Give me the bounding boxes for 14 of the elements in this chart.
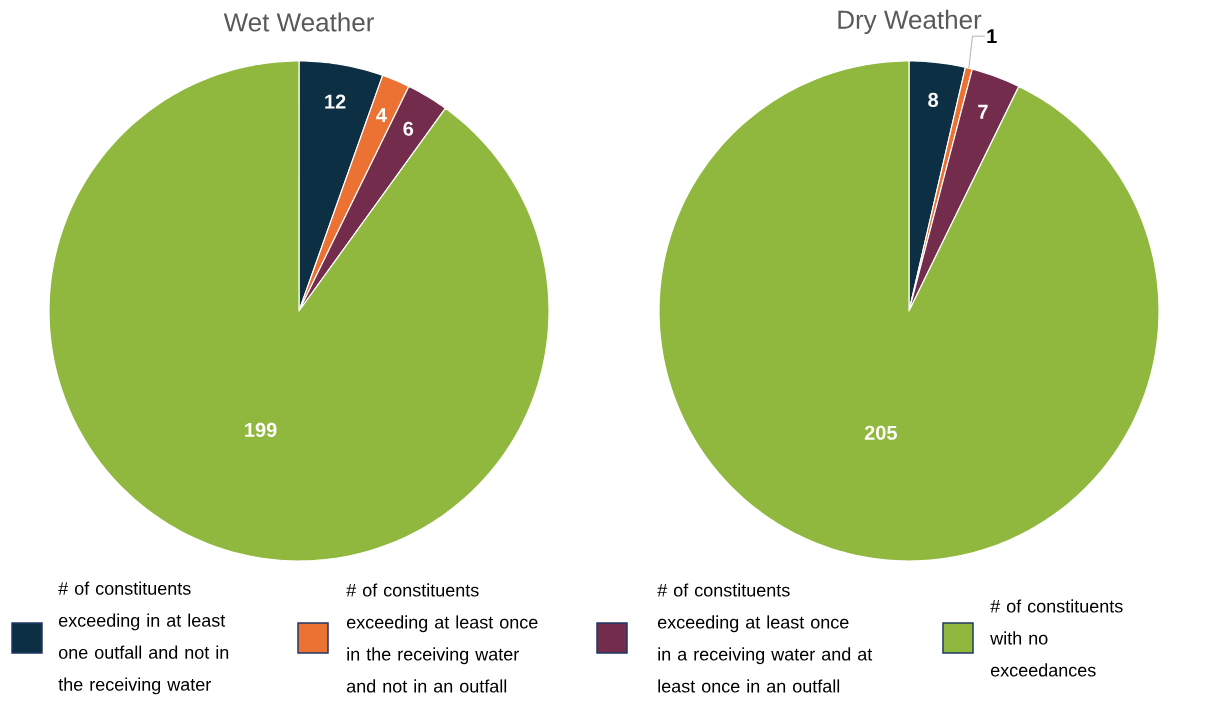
data-label: 7 bbox=[978, 104, 988, 119]
data-label: 6 bbox=[403, 121, 414, 136]
data-label: 205 bbox=[864, 425, 897, 440]
data-label: 12 bbox=[325, 94, 346, 109]
data-label: 199 bbox=[245, 422, 277, 437]
data-label: 4 bbox=[376, 108, 387, 122]
legend-label: # of constituents exceeding at least once in the receiving water and not in an outfall bbox=[346, 583, 538, 693]
chart-title: Wet Weather bbox=[223, 12, 374, 32]
legend-label: # of constituents with no exceedances bbox=[990, 599, 1123, 677]
legend-label: # of constituents exceeding at least once in a receiving water and at least once in an outfall bbox=[657, 583, 873, 693]
chart-title: Dry Weather bbox=[838, 9, 982, 35]
data-label: 8 bbox=[928, 92, 939, 107]
legend-label: # of constituents exceeding in at least one outfall and not in the receiving water bbox=[58, 581, 229, 695]
data-label: 1 bbox=[987, 29, 997, 44]
